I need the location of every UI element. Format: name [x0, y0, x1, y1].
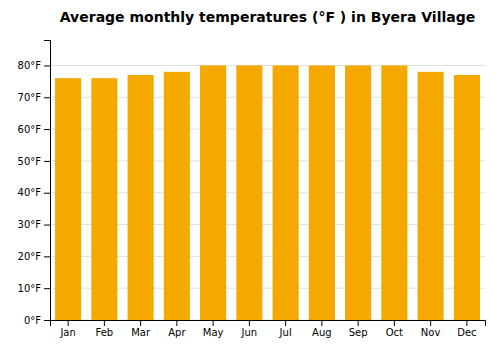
x-tick-label: Nov	[421, 327, 441, 338]
bar	[55, 78, 81, 320]
x-tick-mark	[466, 320, 467, 326]
y-tick: 40°F	[18, 187, 50, 198]
y-tick-label: 50°F	[18, 156, 42, 167]
x-tick-mark	[104, 320, 105, 326]
x-tick-label: Jan	[59, 327, 75, 338]
y-tick: 60°F	[18, 124, 50, 135]
x-tick: May	[203, 320, 224, 338]
x-tick-label: Apr	[168, 327, 186, 338]
bar	[128, 75, 154, 320]
y-tick-mark	[44, 193, 50, 194]
grid	[50, 65, 485, 320]
y-tick-mark	[44, 320, 50, 321]
x-tick: Jul	[279, 320, 292, 338]
x-tick-label: Jul	[279, 327, 292, 338]
y-tick-mark	[44, 161, 50, 162]
y-tick: 30°F	[18, 219, 50, 230]
bar	[418, 72, 444, 320]
bars	[55, 65, 480, 320]
bar	[309, 65, 335, 320]
y-tick-label: 30°F	[18, 219, 42, 230]
y-tick: 80°F	[18, 60, 50, 71]
x-tick-mark	[321, 320, 322, 326]
y-tick-label: 20°F	[18, 251, 42, 262]
y-tick-mark	[44, 129, 50, 130]
y-axis: 0°F 10°F 20°F 30°F 40°F 50°F 60°F 70°F 80°F	[18, 41, 51, 326]
x-tick-label: Dec	[457, 327, 476, 338]
x-tick-label: May	[203, 327, 224, 338]
y-tick-label: 60°F	[18, 124, 42, 135]
bar	[236, 65, 262, 320]
x-tick-mark	[213, 320, 214, 326]
y-tick-label: 0°F	[24, 315, 41, 326]
x-axis-line	[51, 321, 486, 327]
y-tick: 0°F	[24, 315, 50, 326]
y-tick-label: 70°F	[18, 92, 42, 103]
grid-line	[50, 65, 485, 66]
x-tick-mark	[394, 320, 395, 326]
x-tick: Jun	[241, 320, 258, 338]
y-tick-mark	[44, 65, 50, 66]
x-tick-label: Mar	[131, 327, 151, 338]
x-tick-mark	[176, 320, 177, 326]
x-tick-mark	[358, 320, 359, 326]
x-tick: Mar	[131, 320, 151, 338]
x-tick-label: Sep	[349, 327, 368, 338]
x-tick-mark	[430, 320, 431, 326]
bar	[381, 65, 407, 320]
y-tick-mark	[44, 97, 50, 98]
x-tick-mark	[68, 320, 69, 326]
x-tick-mark	[249, 320, 250, 326]
y-tick: 70°F	[18, 92, 50, 103]
title: Average monthly temperatures (°F ) in By…	[60, 9, 475, 25]
bar	[91, 78, 117, 320]
bar	[345, 65, 371, 320]
x-tick: Nov	[421, 320, 441, 338]
plot: Jan Feb Mar Apr May Jun Jul Aug Sep Oct Nov Dec 0°F 1…	[18, 41, 486, 339]
y-tick-label: 10°F	[18, 283, 42, 294]
y-tick: 50°F	[18, 156, 50, 167]
x-tick: Apr	[168, 320, 186, 338]
y-tick-label: 40°F	[18, 187, 42, 198]
x-tick-mark	[285, 320, 286, 326]
chart: Jan Feb Mar Apr May Jun Jul Aug Sep Oct Nov Dec 0°F 1…	[0, 0, 500, 350]
x-tick: Sep	[349, 320, 368, 338]
x-tick: Aug	[312, 320, 332, 338]
x-tick: Jan	[59, 320, 75, 338]
bar	[200, 65, 226, 320]
y-tick: 20°F	[18, 251, 50, 262]
x-tick-label: Feb	[96, 327, 114, 338]
y-tick-mark	[44, 256, 50, 257]
x-tick: Oct	[386, 320, 403, 338]
bar	[164, 72, 190, 320]
x-tick: Feb	[96, 320, 114, 338]
y-tick-label: 80°F	[18, 60, 42, 71]
x-tick-label: Jun	[241, 327, 258, 338]
x-tick-mark	[140, 320, 141, 326]
bar	[273, 65, 299, 320]
bar	[454, 75, 480, 320]
y-axis-line	[44, 41, 51, 321]
x-tick-label: Aug	[312, 327, 332, 338]
y-tick-mark	[44, 225, 50, 226]
y-tick-mark	[44, 288, 50, 289]
x-axis: Jan Feb Mar Apr May Jun Jul Aug Sep Oct Nov Dec	[51, 320, 486, 338]
x-tick-label: Oct	[386, 327, 403, 338]
x-tick: Dec	[457, 320, 476, 338]
y-tick: 10°F	[18, 283, 50, 294]
